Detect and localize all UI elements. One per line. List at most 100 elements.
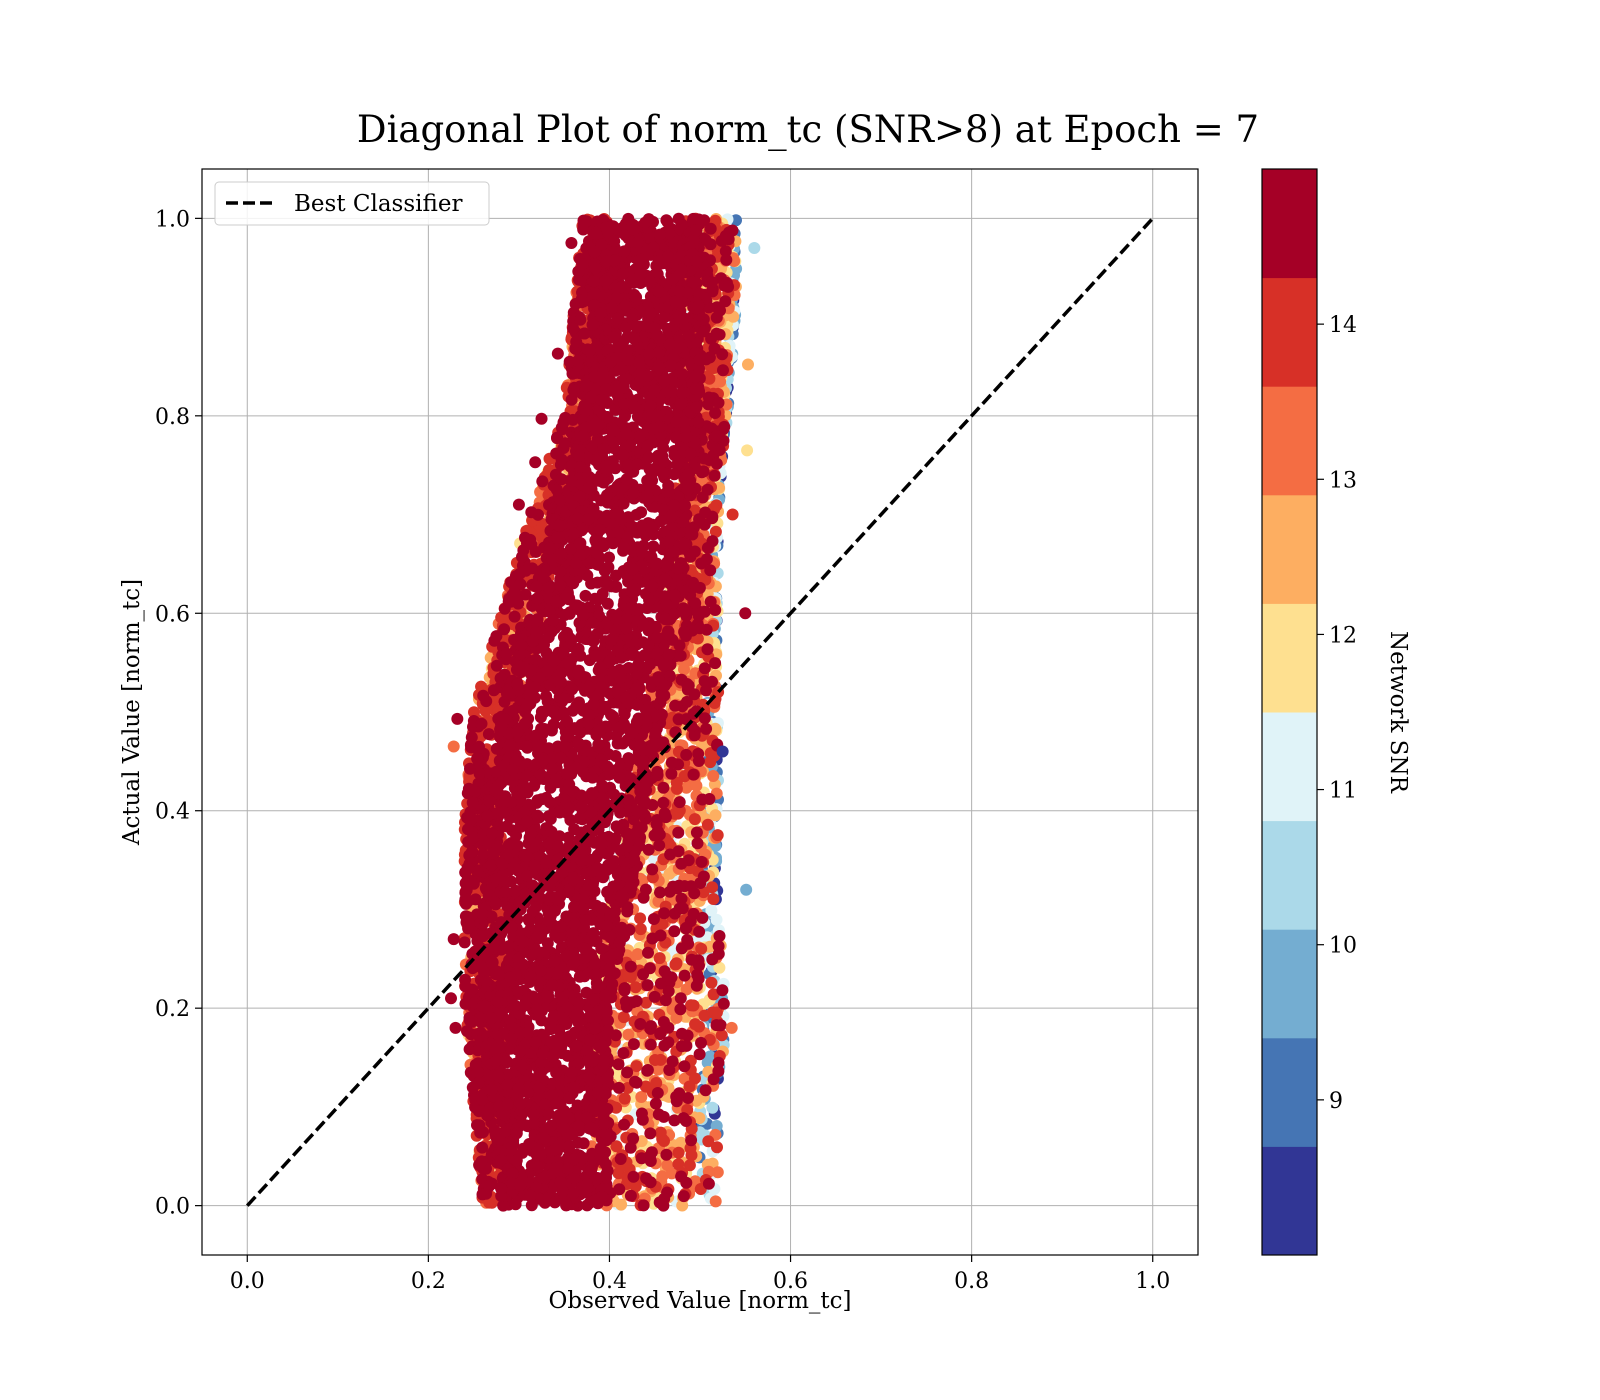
scatter-point — [685, 999, 697, 1012]
scatter-point — [675, 1027, 688, 1040]
scatter-point — [473, 767, 486, 780]
scatter-point — [704, 595, 717, 608]
scatter-point — [630, 995, 643, 1008]
scatter-point — [709, 809, 722, 822]
scatter-point — [657, 796, 670, 809]
scatter-point — [482, 728, 495, 741]
scatter-point — [710, 913, 723, 926]
scatter-point — [634, 1018, 647, 1030]
scatter-point — [653, 1196, 666, 1209]
scatter-point — [475, 1155, 488, 1168]
scatter-point — [595, 942, 608, 955]
scatter-point — [516, 550, 528, 563]
scatter-point — [459, 866, 472, 879]
scatter-point — [683, 1080, 696, 1093]
scatter-point — [474, 1126, 487, 1139]
scatter-point — [680, 921, 693, 934]
scatter-point — [567, 322, 580, 335]
scatter-point — [555, 473, 568, 486]
scatter-point — [691, 837, 704, 850]
scatter-point — [670, 958, 682, 971]
scatter-point — [644, 1176, 657, 1189]
scatter-point — [665, 767, 678, 780]
scatter-point — [674, 992, 687, 1005]
scatter-point — [699, 506, 712, 519]
scatter-point — [525, 506, 538, 519]
scatter-point — [695, 942, 708, 955]
scatter-point — [571, 355, 584, 368]
scatter-point — [716, 348, 729, 361]
scatter-point — [636, 1113, 649, 1126]
scatter-point — [576, 258, 589, 271]
scatter-point — [612, 1058, 625, 1071]
scatter-point — [653, 952, 666, 965]
scatter-point — [710, 327, 723, 340]
scatter-point — [685, 1149, 698, 1162]
scatter-point — [619, 995, 632, 1008]
scatter-point — [703, 793, 716, 805]
scatter-point — [688, 545, 701, 558]
scatter-point — [714, 304, 726, 317]
scatter-point — [661, 970, 674, 983]
scatter-point — [650, 818, 663, 831]
scatter-point — [677, 1190, 690, 1203]
scatter-point — [657, 781, 670, 794]
scatter-point — [716, 984, 729, 997]
scatter-point — [635, 1091, 648, 1103]
scatter-point — [618, 1092, 631, 1105]
scatter-point — [657, 1016, 670, 1028]
scatter-point — [637, 968, 650, 981]
scatter-point — [663, 885, 676, 898]
scatter-point — [678, 663, 690, 676]
scatter-point — [710, 430, 723, 443]
scatter-point — [690, 826, 703, 839]
scatter-point — [678, 625, 691, 638]
scatter-point — [706, 1101, 719, 1114]
scatter-point — [459, 997, 472, 1010]
scatter-point — [471, 752, 484, 765]
scatter-point — [718, 420, 731, 433]
scatter-point — [648, 990, 661, 1003]
scatter-point — [710, 1120, 723, 1132]
scatter-point — [660, 1148, 673, 1161]
scatter-point — [641, 979, 654, 992]
scatter-point — [722, 280, 735, 293]
scatter-point — [617, 1011, 630, 1024]
scatter-point — [706, 276, 718, 289]
scatter-point — [490, 630, 503, 643]
scatter-point — [693, 925, 706, 938]
scatter-point — [662, 985, 675, 998]
scatter-point — [709, 407, 722, 419]
scatter-point — [636, 874, 649, 887]
scatter-point — [467, 831, 479, 844]
scatter-point — [641, 1064, 654, 1077]
scatter-point — [688, 813, 701, 826]
scatter-point — [673, 1087, 686, 1100]
scatter-point — [469, 785, 482, 798]
scatter-point — [678, 606, 691, 619]
scatter-point — [675, 857, 688, 870]
scatter-point — [508, 610, 521, 623]
scatter-point — [665, 756, 678, 769]
scatter-point — [629, 1075, 641, 1088]
scatter-point — [674, 1003, 687, 1016]
scatter-point — [702, 1177, 715, 1190]
scatter-point — [624, 1141, 637, 1154]
scatter-point — [654, 929, 667, 942]
scatter-point — [644, 1038, 657, 1051]
scatter-point — [637, 891, 650, 904]
scatter-point — [689, 597, 702, 610]
scatter-point — [676, 902, 689, 915]
scatter-point — [618, 982, 631, 995]
scatter-point — [693, 622, 706, 635]
scatter-point — [690, 779, 703, 792]
scatter-point — [697, 870, 710, 883]
scatter-point — [483, 1180, 495, 1193]
scatter-point — [500, 647, 513, 660]
scatter-point — [696, 911, 709, 924]
scatter-point — [678, 1060, 691, 1073]
scatter-point — [695, 855, 708, 868]
scatter-point — [701, 643, 714, 656]
scatter-point — [708, 469, 721, 482]
scatter-point — [668, 925, 681, 938]
